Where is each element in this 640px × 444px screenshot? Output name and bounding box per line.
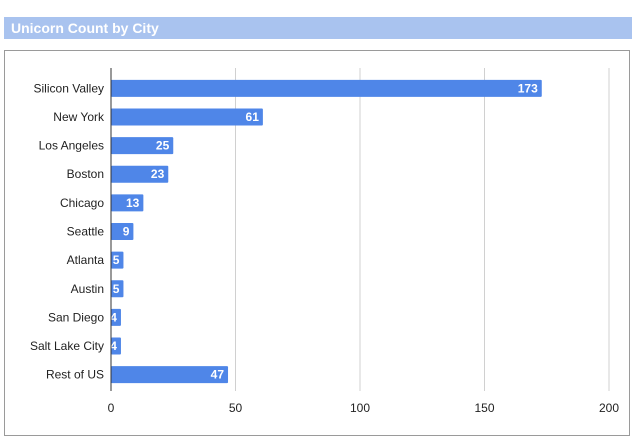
chart-header-title: Unicorn Count by City xyxy=(11,20,159,36)
data-label-4: 13 xyxy=(126,196,140,210)
category-label-8: San Diego xyxy=(48,310,104,324)
category-label-1: New York xyxy=(53,110,105,124)
category-label-10: Rest of US xyxy=(46,368,104,382)
data-label-9: 4 xyxy=(110,339,117,353)
category-label-2: Los Angeles xyxy=(39,139,104,153)
bar-4 xyxy=(111,194,144,212)
bar-1 xyxy=(111,108,263,126)
data-label-0: 173 xyxy=(518,81,538,95)
data-label-6: 5 xyxy=(113,253,120,267)
x-tick-label-0: 0 xyxy=(108,401,115,415)
bar-3 xyxy=(111,165,169,183)
bar-9 xyxy=(111,337,121,355)
bar-0 xyxy=(111,79,542,97)
data-label-3: 23 xyxy=(151,167,165,181)
bar-8 xyxy=(111,308,121,326)
bar-5 xyxy=(111,223,134,240)
x-tick-label-4: 200 xyxy=(599,401,619,415)
category-label-5: Seattle xyxy=(67,225,105,239)
category-label-3: Boston xyxy=(67,167,104,181)
data-label-10: 47 xyxy=(211,368,225,382)
data-label-1: 61 xyxy=(246,110,260,124)
category-label-9: Salt Lake City xyxy=(30,339,104,353)
bar-7 xyxy=(111,280,124,298)
data-label-2: 25 xyxy=(156,139,170,153)
category-label-4: Chicago xyxy=(60,196,104,210)
bar-2 xyxy=(111,137,174,155)
chart-frame xyxy=(4,50,630,436)
category-label-7: Austin xyxy=(71,282,104,296)
chart-header: Unicorn Count by City xyxy=(4,17,632,39)
bar-6 xyxy=(111,251,124,269)
x-tick-label-2: 100 xyxy=(350,401,370,415)
data-label-5: 9 xyxy=(123,225,130,239)
x-tick-label-1: 50 xyxy=(229,401,243,415)
x-tick-label-3: 150 xyxy=(474,401,494,415)
category-label-0: Silicon Valley xyxy=(34,81,104,95)
category-label-6: Atlanta xyxy=(67,253,105,267)
data-label-7: 5 xyxy=(113,282,120,296)
bar-10 xyxy=(111,366,229,384)
data-label-8: 4 xyxy=(110,310,117,324)
